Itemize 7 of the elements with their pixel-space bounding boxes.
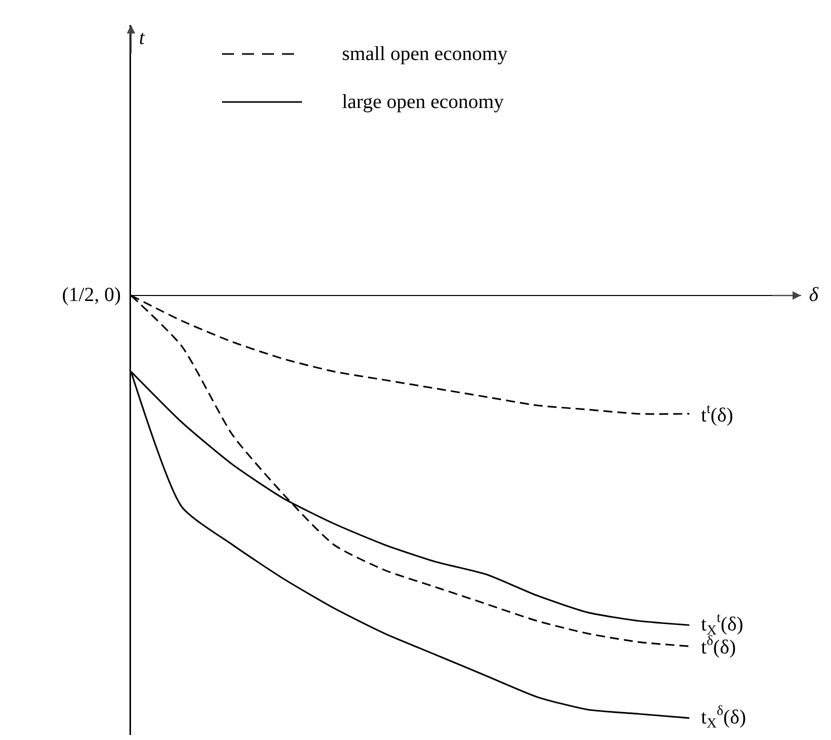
annotation: (1/2, 0) bbox=[62, 284, 121, 306]
text: t bbox=[139, 27, 145, 49]
text: large open economy bbox=[342, 90, 504, 114]
text: small open economy bbox=[342, 42, 508, 66]
series-label: t$_{X}$$^{δ}$(δ) bbox=[701, 704, 746, 732]
series-label: t$^{t}$(δ) bbox=[701, 402, 734, 426]
x-axis-title: δ bbox=[809, 284, 819, 306]
